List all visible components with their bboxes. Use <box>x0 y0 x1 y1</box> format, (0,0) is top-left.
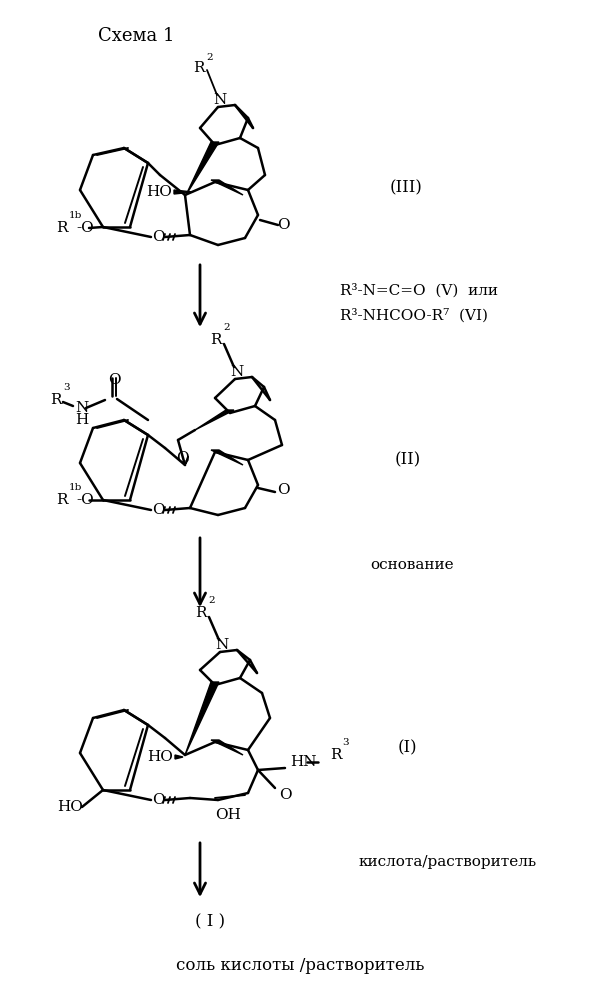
Text: -O: -O <box>76 221 94 235</box>
Text: R³-N=C=O  (V)  или: R³-N=C=O (V) или <box>340 283 498 297</box>
Text: HN: HN <box>290 755 317 769</box>
Text: O: O <box>152 230 164 244</box>
Text: O: O <box>152 503 164 517</box>
Text: R: R <box>57 221 68 235</box>
Polygon shape <box>211 740 243 755</box>
Text: Схема 1: Схема 1 <box>98 27 175 45</box>
Text: 3: 3 <box>342 738 348 747</box>
Text: кислота/растворитель: кислота/растворитель <box>358 855 536 869</box>
Text: O: O <box>108 373 121 387</box>
Text: соль кислоты /растворитель: соль кислоты /растворитель <box>176 956 424 974</box>
Text: N: N <box>230 365 244 379</box>
Text: (II): (II) <box>395 452 421 468</box>
Text: N: N <box>75 401 88 415</box>
Text: H: H <box>75 413 88 427</box>
Text: N: N <box>216 638 228 652</box>
Text: N: N <box>213 93 227 107</box>
Text: HO: HO <box>57 800 83 814</box>
Text: R: R <box>211 333 222 347</box>
Polygon shape <box>211 180 243 195</box>
Polygon shape <box>174 190 193 194</box>
Text: 2: 2 <box>223 323 230 332</box>
Text: O: O <box>279 788 291 802</box>
Polygon shape <box>186 142 219 195</box>
Text: O: O <box>276 483 289 497</box>
Text: 1b: 1b <box>69 211 82 220</box>
Polygon shape <box>185 682 219 755</box>
Text: 2: 2 <box>206 53 213 62</box>
Text: R: R <box>195 606 207 620</box>
Text: -O: -O <box>76 493 94 507</box>
Polygon shape <box>195 410 234 430</box>
Text: O: O <box>276 218 289 232</box>
Text: 1b: 1b <box>69 483 82 492</box>
Text: основание: основание <box>370 558 454 572</box>
Text: O: O <box>175 451 188 465</box>
Polygon shape <box>175 755 183 759</box>
Text: (I): (I) <box>398 740 418 756</box>
Text: R³-NHCOO-R⁷  (VI): R³-NHCOO-R⁷ (VI) <box>340 308 488 322</box>
Text: R: R <box>57 493 68 507</box>
Text: HO: HO <box>146 185 172 199</box>
Text: OH: OH <box>215 808 241 822</box>
Text: (III): (III) <box>390 180 423 196</box>
Text: O: O <box>152 793 164 807</box>
Text: 2: 2 <box>208 596 214 605</box>
Text: ( I ): ( I ) <box>195 914 225 930</box>
Text: R: R <box>330 748 342 762</box>
Polygon shape <box>211 450 243 465</box>
Text: R: R <box>51 393 62 407</box>
Polygon shape <box>185 456 188 465</box>
Text: 3: 3 <box>63 383 69 392</box>
Text: R: R <box>194 61 205 75</box>
Text: HO: HO <box>147 750 173 764</box>
